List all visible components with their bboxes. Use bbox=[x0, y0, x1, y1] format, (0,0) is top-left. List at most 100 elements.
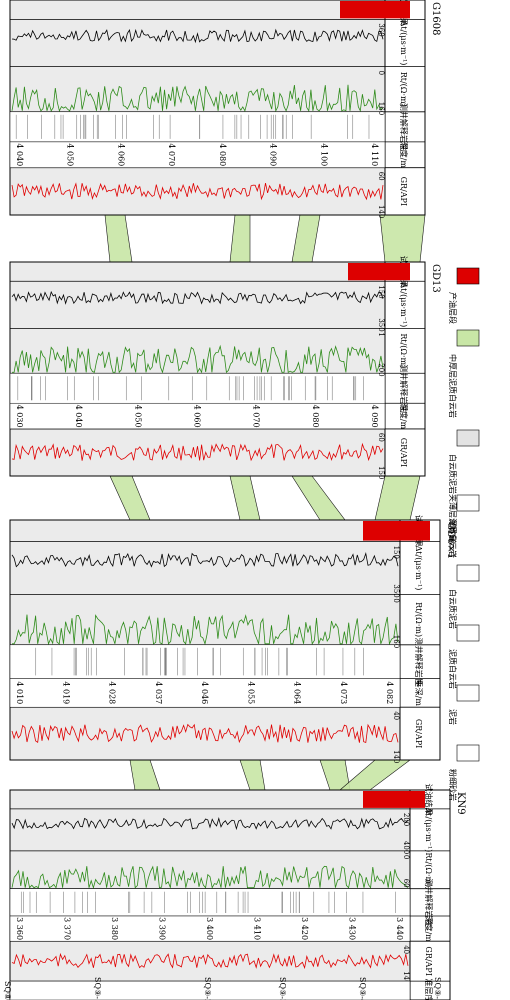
legend-swatch bbox=[456, 684, 480, 702]
correlation-band bbox=[229, 214, 251, 263]
track-header-label: GR/API bbox=[399, 438, 408, 467]
depth-label: 4 080 bbox=[218, 143, 227, 166]
legend-label: 白云质泥岩夹薄层泥质白云岩 bbox=[448, 454, 458, 558]
sequence-label: SQ⑨-4 bbox=[358, 977, 367, 1000]
rt-tick: 160 bbox=[392, 635, 400, 648]
depth-label: 4 100 bbox=[319, 143, 328, 166]
sequence-label: SQ⑨-2 bbox=[203, 977, 212, 1000]
well-name: GD6×1 bbox=[445, 522, 456, 559]
rt-tick: 1 bbox=[377, 332, 385, 336]
depth-label: 4 070 bbox=[252, 405, 261, 428]
legend-swatch bbox=[456, 429, 480, 447]
depth-label: 4 110 bbox=[370, 143, 379, 166]
wells-group: 试油结果Δt/(μs·m⁻¹)Rt/(Ω·m)测井解释岩性深度/mGR/APIG… bbox=[3, 0, 466, 1000]
rt-curve bbox=[11, 865, 409, 890]
oil-interval bbox=[363, 521, 430, 541]
depth-label: 4 060 bbox=[193, 405, 202, 428]
correlation-bands bbox=[104, 214, 426, 791]
dt-tick: 400 bbox=[402, 841, 410, 854]
depth-label: 4 010 bbox=[15, 681, 24, 704]
well-name: KN9 bbox=[455, 792, 466, 815]
oil-interval bbox=[363, 791, 425, 808]
gr-tick: 140 bbox=[402, 971, 410, 984]
depth-label: 4 050 bbox=[66, 143, 75, 166]
rt-curve bbox=[12, 344, 384, 374]
well-name: GD13 bbox=[430, 264, 441, 293]
lithology-column bbox=[9, 644, 401, 679]
depth-label: 4 080 bbox=[311, 405, 320, 428]
track-header-label: 测井解释岩性 bbox=[414, 638, 424, 686]
lithology-column bbox=[9, 111, 386, 143]
dt-curve bbox=[11, 28, 384, 44]
dt-curve bbox=[11, 551, 399, 568]
dt-tick: 350 bbox=[377, 318, 385, 331]
correlation-band bbox=[129, 759, 161, 791]
depth-label: 4 019 bbox=[61, 681, 70, 704]
track-header-label: 准层序 bbox=[424, 979, 434, 1000]
rt-tick: 60 bbox=[402, 879, 410, 888]
dt-curve bbox=[11, 817, 409, 831]
legend-label: 泥质白云岩 bbox=[448, 649, 458, 689]
depth-label: 4 090 bbox=[269, 143, 278, 166]
depth-label: 3 420 bbox=[300, 917, 309, 940]
sequence-label: SQ⑨-3 bbox=[278, 977, 287, 1000]
depth-label: 4 037 bbox=[154, 681, 163, 704]
gr-tick: 140 bbox=[392, 750, 400, 763]
track-header-label: 试油结果 bbox=[424, 783, 434, 815]
correlation-band bbox=[291, 475, 346, 521]
sequence-label: SQ⑧ bbox=[3, 981, 12, 1000]
legend-swatch bbox=[456, 329, 480, 347]
dt-tick: 200 bbox=[402, 813, 410, 826]
rt-tick: 0 bbox=[402, 855, 410, 859]
correlation-band bbox=[291, 214, 321, 263]
track-header-label: 测井解释岩性 bbox=[424, 878, 434, 926]
depth-label: 3 430 bbox=[348, 917, 357, 940]
gr-tick: 150 bbox=[377, 466, 385, 479]
correlation-band bbox=[229, 475, 261, 521]
depth-label: 4 028 bbox=[108, 681, 117, 704]
depth-label: 4 073 bbox=[339, 681, 348, 704]
track-header-label: Δt/(μs·m⁻¹) bbox=[424, 808, 433, 853]
gr-curve bbox=[11, 182, 384, 201]
track-header-label: GR/API bbox=[424, 946, 433, 975]
legend-label: 白云质泥岩 bbox=[448, 589, 458, 629]
depth-label: 4 055 bbox=[246, 681, 255, 704]
dt-tick: 350 bbox=[392, 584, 400, 597]
gr-tick: 140 bbox=[377, 205, 385, 218]
depth-label: 3 360 bbox=[15, 917, 24, 940]
depth-label: 4 064 bbox=[293, 681, 302, 704]
track-header-label: Rt/(Ω·m) bbox=[424, 852, 433, 887]
gr-tick: 60 bbox=[377, 433, 385, 442]
correlation-band bbox=[374, 475, 421, 521]
dt-tick: 150 bbox=[377, 285, 385, 298]
track-header-label: Δt/(μs·m⁻¹) bbox=[399, 21, 408, 66]
depth-label: 4 030 bbox=[15, 405, 24, 428]
rt-curve bbox=[11, 84, 384, 113]
legend-swatch bbox=[456, 744, 480, 762]
depth-label: 3 380 bbox=[110, 917, 119, 940]
correlation-band bbox=[104, 214, 133, 263]
depth-label: 4 082 bbox=[385, 681, 394, 704]
track-header-label: 深度/m bbox=[399, 403, 409, 430]
depth-column bbox=[9, 402, 386, 430]
well-name: G1608 bbox=[430, 2, 441, 35]
correlation-band bbox=[239, 759, 266, 791]
track-header-label: 测井解释岩性 bbox=[399, 103, 409, 151]
gr-curve bbox=[11, 952, 409, 970]
rt-tick: 0 bbox=[377, 71, 385, 75]
rt-curve bbox=[12, 614, 399, 646]
well-panel: 试油结果Δt/(μs·m⁻¹)Rt/(Ω·m)测井解释岩性垂深/mGR/APIG… bbox=[9, 515, 456, 763]
track-header-label: Rt/(Ω·m) bbox=[414, 602, 423, 637]
well-panel: 试油结果Δt/(μs·m⁻¹)Rt/(Ω·m)测井解释岩性深度/mGR/APIG… bbox=[9, 256, 441, 479]
oil-interval bbox=[348, 263, 410, 281]
track-header-label: Rt/(Ω·m) bbox=[399, 333, 408, 368]
sequence-label: SQ⑨-5 bbox=[433, 977, 442, 1000]
well-panel: 试油结果Δt/(μs·m⁻¹)Rt/(Ω·m)测井解释岩性深度/mGR/APIG… bbox=[9, 0, 441, 218]
lithology-column bbox=[9, 373, 386, 404]
depth-label: 4 040 bbox=[15, 143, 24, 166]
correlation-band bbox=[109, 475, 151, 521]
depth-label: 3 440 bbox=[395, 917, 404, 940]
sequence-label: SQ⑨-1 bbox=[93, 977, 102, 1000]
